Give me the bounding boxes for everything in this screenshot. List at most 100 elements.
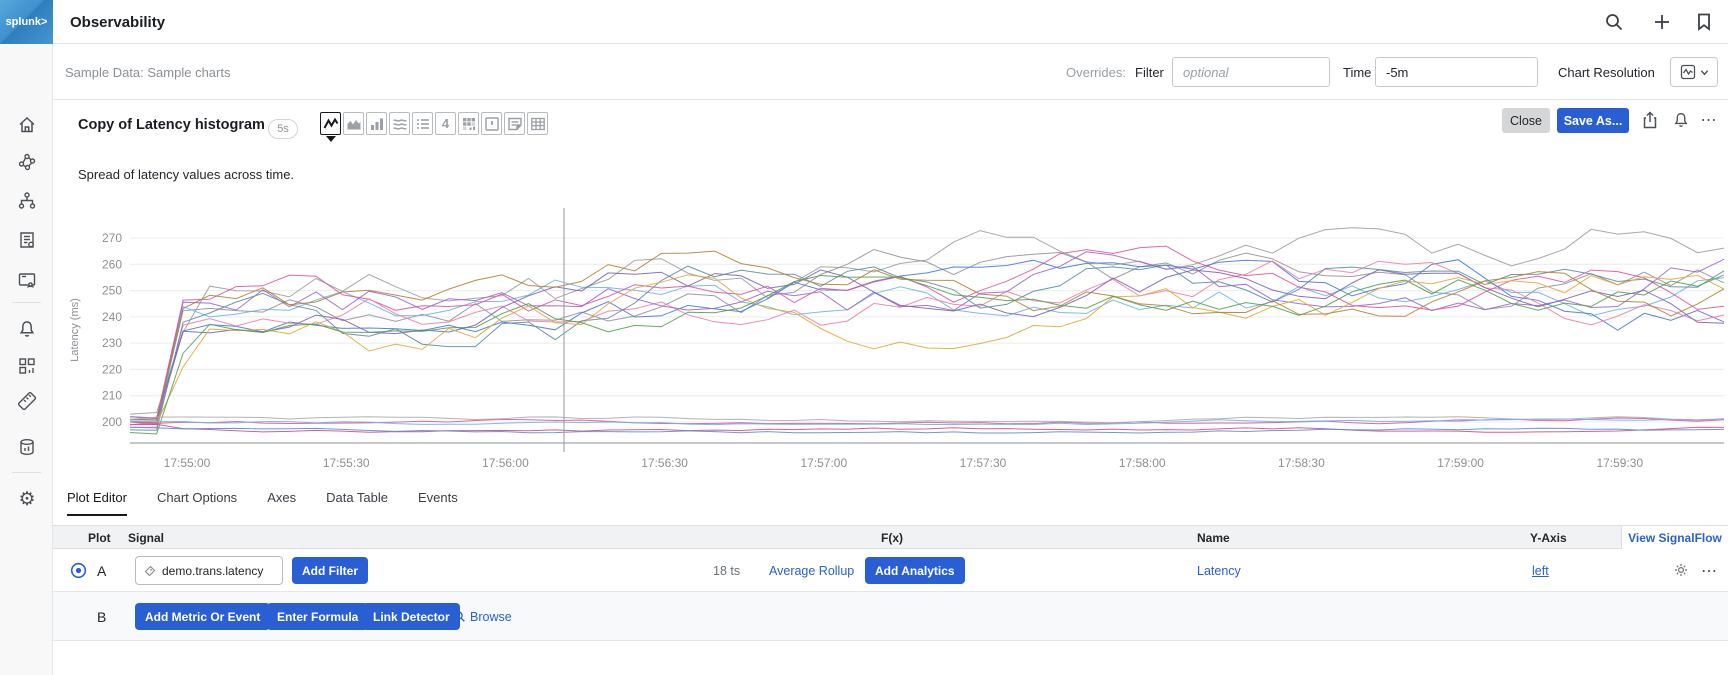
svg-text:17:56:00: 17:56:00 bbox=[482, 456, 529, 470]
chart-type-single-value[interactable]: 4 bbox=[435, 112, 456, 135]
chart-title: Copy of Latency histogram bbox=[78, 117, 265, 133]
svg-text:17:57:30: 17:57:30 bbox=[960, 456, 1007, 470]
tab-plot-editor[interactable]: Plot Editor bbox=[67, 490, 127, 516]
search-icon[interactable] bbox=[1600, 8, 1628, 36]
infrastructure-icon[interactable] bbox=[16, 190, 38, 212]
settings-gear-icon[interactable]: ⚙ bbox=[18, 488, 36, 510]
bell-icon[interactable] bbox=[1669, 108, 1693, 132]
chart-type-table[interactable] bbox=[527, 112, 548, 135]
more-icon[interactable]: ⋯ bbox=[1700, 112, 1718, 129]
editor-tabs: Plot Editor Chart Options Axes Data Tabl… bbox=[67, 490, 458, 516]
plot-letter-b: B bbox=[97, 608, 107, 625]
svg-text:17:59:00: 17:59:00 bbox=[1437, 456, 1484, 470]
nav-divider bbox=[12, 472, 41, 473]
filter-input[interactable] bbox=[1172, 57, 1330, 87]
svg-text:200: 200 bbox=[102, 415, 122, 429]
yaxis-wrap: left bbox=[1532, 549, 1549, 592]
plus-icon[interactable] bbox=[1648, 8, 1676, 36]
resolution-pulse-icon bbox=[1680, 64, 1695, 80]
chart-type-line[interactable] bbox=[320, 112, 341, 135]
ts-count: 18 ts bbox=[713, 563, 741, 578]
svg-text:260: 260 bbox=[102, 257, 122, 271]
svg-text:230: 230 bbox=[102, 336, 122, 350]
svg-text:270: 270 bbox=[102, 231, 122, 245]
time-input[interactable] bbox=[1375, 57, 1538, 87]
log-observer-icon[interactable] bbox=[16, 229, 38, 251]
tab-axes[interactable]: Axes bbox=[267, 490, 297, 505]
dashboards-icon[interactable] bbox=[16, 355, 38, 377]
plot-row-b: B Add Metric Or Event Enter Formula Link… bbox=[53, 592, 1728, 641]
chart-type-heatmap[interactable] bbox=[458, 112, 479, 135]
signal-value: demo.trans.latency bbox=[162, 563, 264, 578]
svg-text:17:58:00: 17:58:00 bbox=[1119, 456, 1166, 470]
top-bar: splunk> Observability bbox=[0, 0, 1728, 44]
rollup-link-wrap: Average Rollup bbox=[769, 549, 854, 592]
col-plot: Plot bbox=[88, 531, 111, 545]
tab-chart-options[interactable]: Chart Options bbox=[156, 490, 238, 505]
svg-text:210: 210 bbox=[102, 389, 122, 403]
splunk-logo[interactable]: splunk> bbox=[0, 0, 53, 44]
view-signalflow-link[interactable]: View SignalFlow bbox=[1628, 531, 1722, 545]
col-name: Name bbox=[1197, 531, 1230, 545]
chart-type-list[interactable] bbox=[412, 112, 433, 135]
view-signalflow-cell: View SignalFlow bbox=[1621, 525, 1728, 550]
chart-type-text[interactable] bbox=[504, 112, 525, 135]
chart-type-event-feed[interactable] bbox=[481, 112, 502, 135]
bookmark-icon[interactable] bbox=[1690, 8, 1718, 36]
browse-search-icon bbox=[454, 611, 465, 622]
svg-text:17:57:00: 17:57:00 bbox=[800, 456, 847, 470]
add-metric-or-event-button[interactable]: Add Metric Or Event bbox=[135, 603, 271, 630]
overrides-label: Overrides: bbox=[1066, 64, 1126, 80]
yaxis-link[interactable]: left bbox=[1532, 563, 1549, 578]
chart-type-column[interactable] bbox=[366, 112, 387, 135]
svg-text:17:55:00: 17:55:00 bbox=[164, 456, 211, 470]
svg-text:240: 240 bbox=[102, 310, 122, 324]
chart-type-area[interactable] bbox=[343, 112, 364, 135]
col-signal: Signal bbox=[128, 531, 165, 545]
svg-text:17:55:30: 17:55:30 bbox=[323, 456, 370, 470]
rum-icon[interactable] bbox=[16, 269, 38, 291]
plot-name-wrap: Latency bbox=[1197, 549, 1241, 592]
plot-table-header: Plot Signal F(x) Name Y-Axis View Signal… bbox=[53, 525, 1728, 550]
link-detector-button[interactable]: Link Detector bbox=[363, 603, 460, 630]
row-settings-gear-icon[interactable] bbox=[1673, 562, 1689, 578]
svg-text:Latency (ms): Latency (ms) bbox=[69, 298, 81, 362]
nav-divider bbox=[12, 302, 41, 303]
metrics-ruler-icon[interactable] bbox=[16, 390, 38, 412]
enter-formula-button[interactable]: Enter Formula bbox=[267, 603, 369, 630]
chart-type-histogram[interactable] bbox=[389, 112, 410, 135]
add-filter-button[interactable]: Add Filter bbox=[292, 557, 368, 584]
left-nav: ⚙ bbox=[0, 44, 53, 675]
signal-chip[interactable]: demo.trans.latency bbox=[135, 556, 283, 585]
col-fx: F(x) bbox=[881, 531, 903, 545]
tab-data-table[interactable]: Data Table bbox=[326, 490, 389, 505]
svg-text:17:59:30: 17:59:30 bbox=[1596, 456, 1643, 470]
svg-text:17:58:30: 17:58:30 bbox=[1278, 456, 1325, 470]
chart-resolution-dropdown[interactable] bbox=[1670, 57, 1718, 87]
overrides-bar: Sample Data: Sample charts Overrides: Fi… bbox=[53, 44, 1728, 100]
latency-line-chart[interactable]: 200 210 220 230 240 250 260 270 Latency (ms) 17:5… bbox=[0, 190, 1728, 475]
breadcrumb: Sample Data: Sample charts bbox=[65, 64, 231, 80]
metric-tag-icon bbox=[144, 565, 156, 576]
add-analytics-button[interactable]: Add Analytics bbox=[865, 557, 965, 584]
svg-text:17:56:30: 17:56:30 bbox=[641, 456, 688, 470]
filter-label: Filter bbox=[1135, 64, 1164, 80]
browse-link-wrap: Browse bbox=[453, 592, 512, 641]
browse-link[interactable]: Browse bbox=[470, 609, 512, 624]
apm-icon[interactable] bbox=[16, 151, 38, 173]
alerts-bell-icon[interactable] bbox=[16, 318, 38, 340]
chart-canvas: 200 210 220 230 240 250 260 270 Latency (ms) 17:5… bbox=[69, 208, 1725, 470]
tab-events[interactable]: Events bbox=[418, 490, 458, 505]
plot-name-link[interactable]: Latency bbox=[1197, 563, 1241, 578]
data-management-icon[interactable] bbox=[16, 436, 38, 458]
row-more-icon[interactable]: ⋯ bbox=[1701, 562, 1718, 580]
home-icon[interactable] bbox=[16, 114, 38, 136]
average-rollup-link[interactable]: Average Rollup bbox=[769, 563, 855, 578]
save-as-button[interactable]: Save As... bbox=[1557, 108, 1629, 133]
share-icon[interactable] bbox=[1638, 108, 1662, 132]
chart-subtitle: Spread of latency values across time. bbox=[78, 167, 295, 182]
close-button[interactable]: Close bbox=[1502, 108, 1550, 133]
visibility-eye-toggle[interactable] bbox=[70, 562, 87, 579]
plot-row-a: A demo.trans.latency Add Filter 18 ts Av… bbox=[53, 549, 1728, 592]
